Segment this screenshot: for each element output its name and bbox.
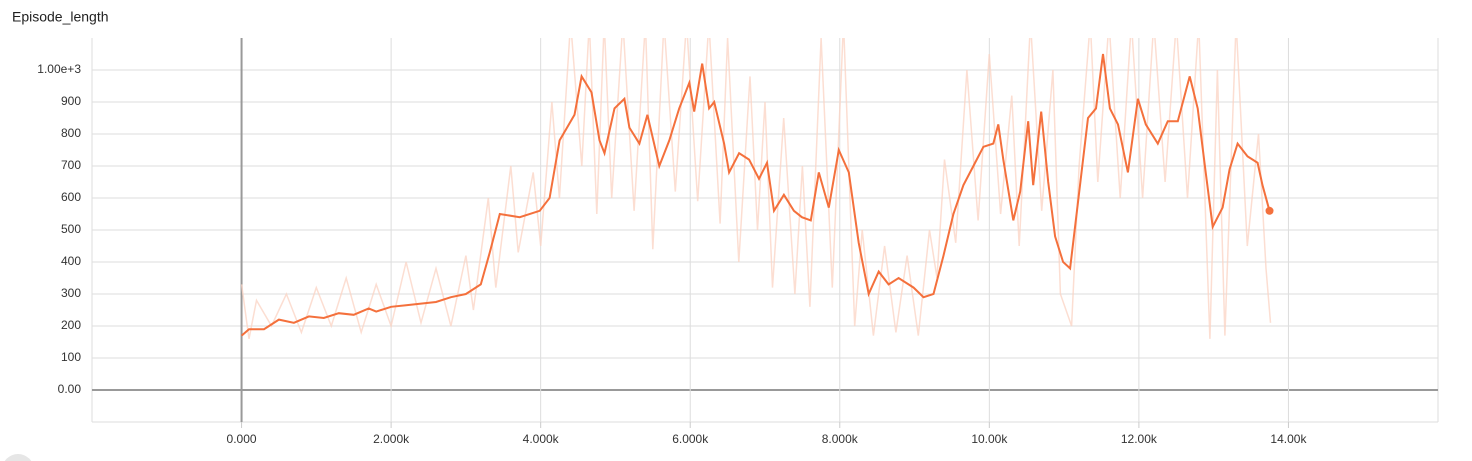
y-tick-label: 300 <box>61 286 81 300</box>
corner-button[interactable] <box>2 454 34 461</box>
raw-line <box>240 38 1272 339</box>
y-tick-label: 200 <box>61 318 81 332</box>
y-tick-label: 100 <box>61 350 81 364</box>
y-tick-label: 0.00 <box>58 382 82 396</box>
x-tick-label: 0.000 <box>227 432 257 446</box>
y-tick-label: 900 <box>61 94 81 108</box>
x-tick-label: 4.000k <box>523 432 560 446</box>
y-tick-label: 500 <box>61 222 81 236</box>
x-tick-label: 14.00k <box>1270 432 1307 446</box>
smoothed-line <box>240 53 1271 337</box>
y-tick-label: 1.00e+3 <box>37 62 81 76</box>
x-tick-label: 6.000k <box>672 432 709 446</box>
x-tick-label: 10.00k <box>971 432 1008 446</box>
y-tick-label: 800 <box>61 126 81 140</box>
y-tick-label: 400 <box>61 254 81 268</box>
x-tick-label: 2.000k <box>373 432 410 446</box>
chart-title: Episode_length <box>12 9 109 25</box>
y-tick-label: 600 <box>61 190 81 204</box>
x-tick-label: 8.000k <box>822 432 859 446</box>
end-point <box>1265 206 1274 215</box>
x-tick-label: 12.00k <box>1121 432 1158 446</box>
y-tick-label: 700 <box>61 158 81 172</box>
